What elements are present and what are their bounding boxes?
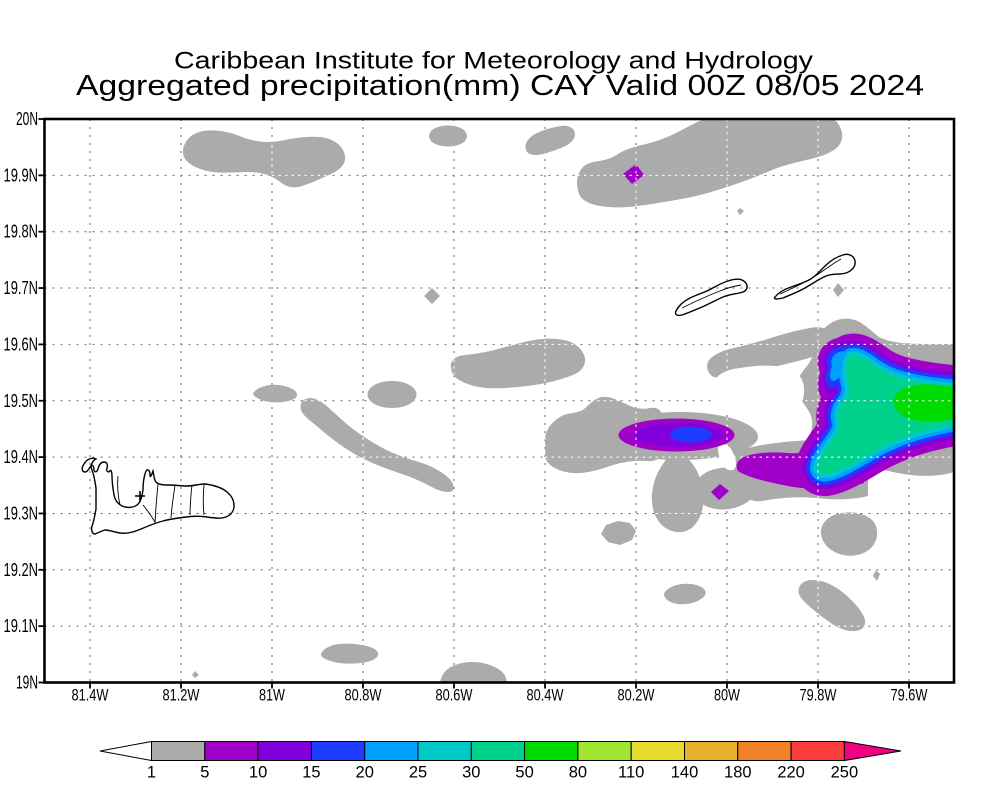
svg-text:220: 220: [777, 764, 805, 782]
svg-text:110: 110: [618, 764, 644, 782]
svg-text:140: 140: [671, 764, 699, 782]
svg-text:19.1N: 19.1N: [4, 616, 39, 636]
svg-text:79.8W: 79.8W: [800, 686, 837, 705]
svg-text:80W: 80W: [714, 686, 740, 705]
svg-text:50: 50: [515, 764, 533, 782]
svg-text:Aggregated precipitation(mm) C: Aggregated precipitation(mm) CAY Valid 0…: [76, 70, 924, 102]
svg-text:20N: 20N: [16, 109, 38, 129]
svg-text:15: 15: [302, 764, 320, 782]
svg-text:80.8W: 80.8W: [345, 686, 382, 705]
svg-text:19.2N: 19.2N: [4, 560, 39, 580]
svg-text:79.6W: 79.6W: [891, 686, 928, 705]
svg-text:Caribbean Institute for Meteor: Caribbean Institute for Meteorology and …: [174, 48, 814, 75]
svg-text:19N: 19N: [16, 673, 38, 693]
svg-text:19.8N: 19.8N: [4, 222, 39, 242]
svg-text:19.4N: 19.4N: [4, 447, 39, 467]
svg-text:20: 20: [356, 764, 374, 782]
svg-text:19.5N: 19.5N: [4, 391, 39, 411]
svg-text:19.7N: 19.7N: [4, 278, 39, 298]
svg-text:10: 10: [249, 764, 267, 782]
svg-text:80.4W: 80.4W: [527, 686, 564, 705]
svg-text:19.9N: 19.9N: [4, 165, 39, 185]
svg-text:80.6W: 80.6W: [436, 686, 473, 705]
svg-text:1: 1: [147, 764, 156, 782]
svg-text:81.2W: 81.2W: [163, 686, 200, 705]
svg-text:81W: 81W: [259, 686, 285, 705]
svg-text:5: 5: [200, 764, 209, 782]
svg-text:19.6N: 19.6N: [4, 334, 39, 354]
svg-text:80.2W: 80.2W: [618, 686, 655, 705]
svg-text:30: 30: [462, 764, 480, 782]
svg-text:80: 80: [569, 764, 587, 782]
svg-text:250: 250: [831, 764, 859, 782]
svg-text:19.3N: 19.3N: [4, 503, 39, 523]
svg-text:81.4W: 81.4W: [72, 686, 109, 705]
svg-text:25: 25: [409, 764, 427, 782]
svg-text:180: 180: [724, 764, 752, 782]
